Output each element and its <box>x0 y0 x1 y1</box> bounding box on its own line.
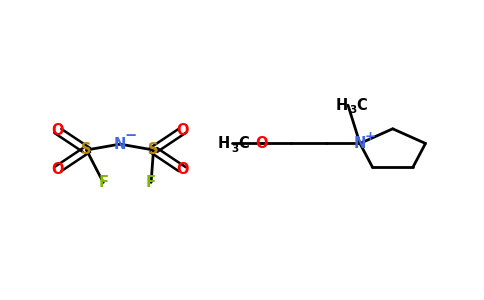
Text: N: N <box>114 136 126 152</box>
Text: O: O <box>52 162 64 177</box>
Text: F: F <box>98 175 108 190</box>
Text: O: O <box>52 123 64 138</box>
Text: 3: 3 <box>231 144 238 154</box>
Text: O: O <box>176 123 188 138</box>
Text: S: S <box>148 142 159 158</box>
Text: H: H <box>336 98 348 113</box>
Text: O: O <box>176 162 188 177</box>
Text: N: N <box>354 136 366 151</box>
Text: C: C <box>238 136 249 151</box>
Text: +: + <box>365 130 376 142</box>
Text: H: H <box>218 136 230 151</box>
Text: O: O <box>256 136 268 151</box>
Text: C: C <box>356 98 367 113</box>
Text: −: − <box>124 128 136 143</box>
Text: F: F <box>146 175 156 190</box>
Text: 3: 3 <box>349 106 356 116</box>
Text: S: S <box>81 142 92 158</box>
